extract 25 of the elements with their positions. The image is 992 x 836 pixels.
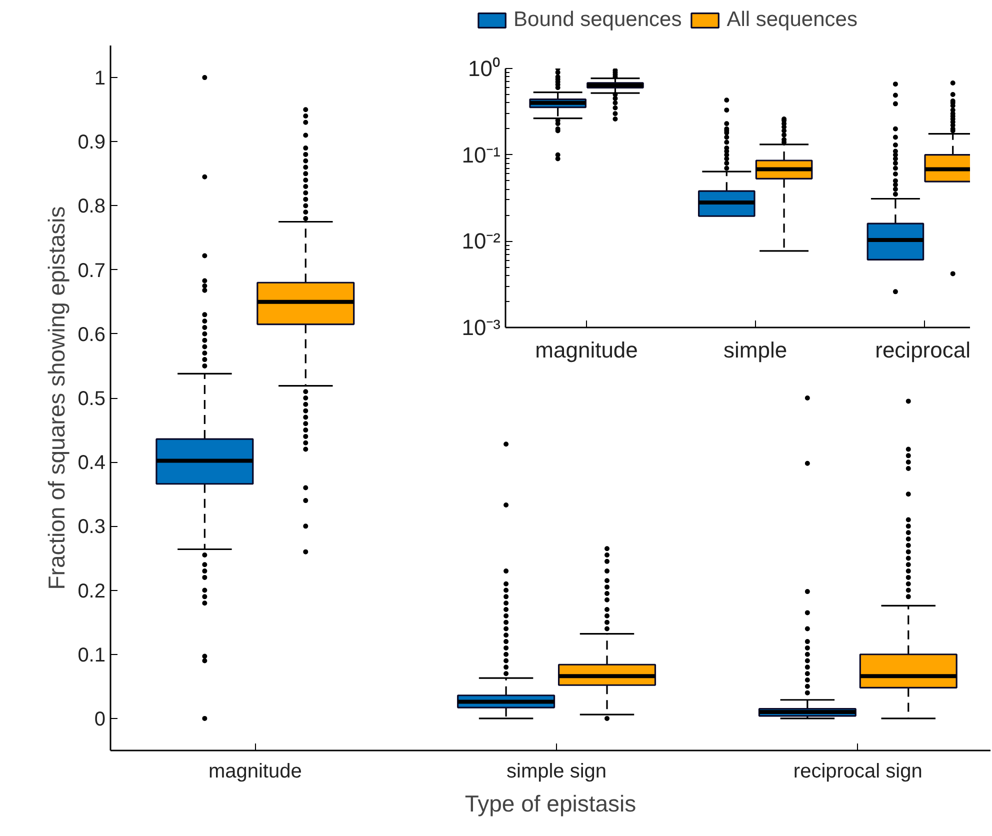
y-tick-label: 10⁻² [462,228,500,254]
y-tick-label: 0.3 [78,516,106,538]
y-tick-label: 0.8 [78,196,106,218]
x-tick-label: magnitude [535,338,638,362]
x-tick-label: simple [724,338,788,362]
y-tick-label: 0.4 [78,452,106,474]
legend-label: All sequences [726,8,858,32]
y-tick-label: 1 [94,68,106,90]
x-tick-label: reciprocal sign [793,760,922,782]
x-tick-label: reciprocal [875,338,971,362]
y-tick-label: 10⁰ [468,56,501,81]
y-tick-label: 0.6 [78,324,106,346]
y-tick-label: 0.7 [78,260,106,282]
legend-label: Bound sequences [514,8,682,32]
y-tick-label: 10⁻³ [462,315,500,340]
x-axis-title: Type of epistasis [464,790,636,816]
y-tick-label: 0.5 [78,388,106,410]
y-tick-label: 0.1 [78,644,106,666]
y-tick-label: 0.9 [78,132,106,154]
y-tick-label: 10⁻¹ [462,142,500,168]
x-tick-label: magnitude [208,760,302,782]
x-tick-label: simple sign [506,760,607,782]
y-axis-title: Fraction of squares showing epistasis [44,206,70,590]
y-tick-label: 0.2 [78,580,106,602]
y-tick-label: 0 [94,708,106,730]
